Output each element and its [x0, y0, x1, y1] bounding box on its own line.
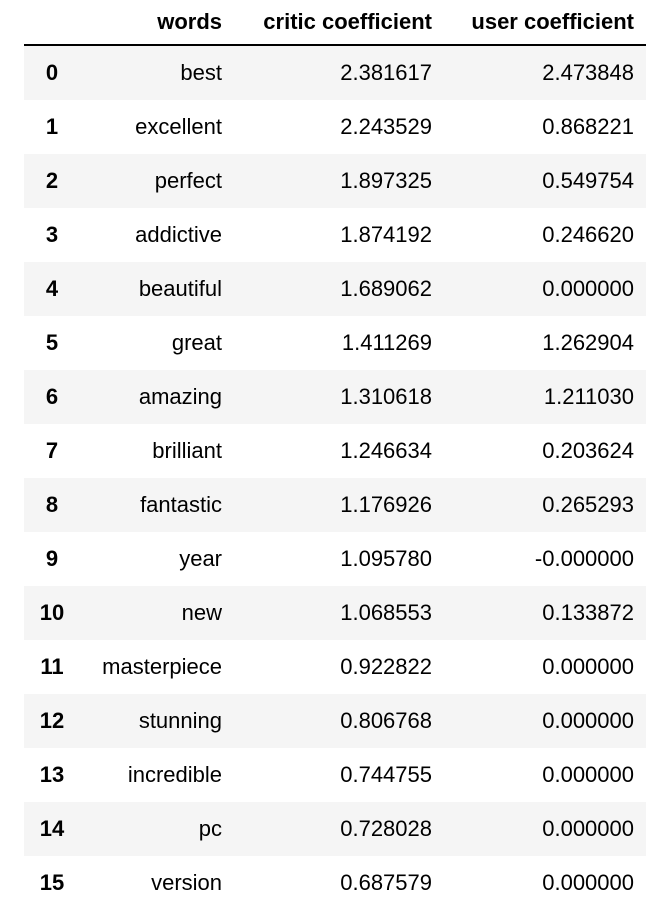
cell-critic-coefficient: 2.243529: [340, 114, 432, 139]
cell-user-coefficient: 0.000000: [542, 654, 634, 679]
table-row: 13 incredible 0.744755 0.000000: [24, 748, 646, 802]
row-index: 5: [45, 330, 59, 355]
cell-critic-coefficient: 1.095780: [340, 546, 432, 571]
table-row: 2 perfect 1.897325 0.549754: [24, 154, 646, 208]
row-index: 1: [45, 114, 59, 139]
header-critic-coefficient: critic coefficient: [234, 0, 444, 46]
cell-user-coefficient: 0.203624: [542, 438, 634, 463]
cell-words: fantastic: [140, 492, 222, 517]
cell-user-coefficient: 0.000000: [542, 870, 634, 895]
cell-words: amazing: [138, 384, 222, 409]
cell-user-coefficient: 0.000000: [542, 276, 634, 301]
header-row: words critic coefficient user coefficien…: [24, 0, 646, 46]
cell-user-coefficient: 1.262904: [542, 330, 634, 355]
table-row: 14 pc 0.728028 0.000000: [24, 802, 646, 856]
row-index: 0: [45, 60, 59, 85]
cell-words: best: [180, 60, 222, 85]
cell-words: pc: [198, 816, 222, 841]
cell-critic-coefficient: 0.744755: [340, 762, 432, 787]
cell-words: incredible: [127, 762, 222, 787]
cell-critic-coefficient: 0.922822: [340, 654, 432, 679]
cell-critic-coefficient: 1.411269: [341, 330, 432, 355]
row-index: 12: [39, 708, 65, 733]
row-index: 11: [40, 654, 64, 679]
row-index: 2: [45, 168, 59, 193]
dataframe-table: words critic coefficient user coefficien…: [24, 0, 646, 910]
row-index: 6: [45, 384, 59, 409]
row-index: 9: [45, 546, 59, 571]
cell-critic-coefficient: 1.068553: [340, 600, 432, 625]
cell-words: excellent: [135, 114, 222, 139]
row-index: 14: [39, 816, 65, 841]
table-row: 10 new 1.068553 0.133872: [24, 586, 646, 640]
cell-words: addictive: [135, 222, 222, 247]
table-row: 1 excellent 2.243529 0.868221: [24, 100, 646, 154]
table-row: 8 fantastic 1.176926 0.265293: [24, 478, 646, 532]
cell-critic-coefficient: 1.897325: [340, 168, 432, 193]
table-row: 0 best 2.381617 2.473848: [24, 45, 646, 100]
cell-words: great: [171, 330, 222, 355]
table-header: words critic coefficient user coefficien…: [24, 0, 646, 46]
table-row: 15 version 0.687579 0.000000: [24, 856, 646, 910]
row-index: 4: [45, 276, 59, 301]
table-row: 11 masterpiece 0.922822 0.000000: [24, 640, 646, 694]
table-row: 4 beautiful 1.689062 0.000000: [24, 262, 646, 316]
table-row: 12 stunning 0.806768 0.000000: [24, 694, 646, 748]
cell-words: brilliant: [152, 438, 222, 463]
cell-words: masterpiece: [102, 654, 222, 679]
cell-user-coefficient: 0.549754: [542, 168, 634, 193]
header-index: [24, 0, 80, 46]
cell-words: version: [151, 870, 222, 895]
cell-words: stunning: [138, 708, 222, 733]
cell-user-coefficient: 2.473848: [542, 60, 634, 85]
cell-user-coefficient: 0.000000: [542, 816, 634, 841]
row-index: 7: [45, 438, 59, 463]
table-row: 6 amazing 1.310618 1.211030: [24, 370, 646, 424]
cell-words: beautiful: [138, 276, 222, 301]
row-index: 10: [39, 600, 65, 625]
header-user-coefficient: user coefficient: [444, 0, 646, 46]
cell-user-coefficient: 0.265293: [542, 492, 634, 517]
row-index: 3: [45, 222, 59, 247]
cell-words: new: [181, 600, 222, 625]
cell-user-coefficient: 0.246620: [542, 222, 634, 247]
cell-user-coefficient: 0.000000: [542, 762, 634, 787]
row-index: 8: [45, 492, 59, 517]
table-row: 5 great 1.411269 1.262904: [24, 316, 646, 370]
header-words: words: [80, 0, 234, 46]
cell-words: perfect: [154, 168, 222, 193]
row-index: 15: [39, 870, 65, 895]
cell-critic-coefficient: 1.310618: [340, 384, 432, 409]
cell-critic-coefficient: 0.806768: [340, 708, 432, 733]
dataframe-table-container: words critic coefficient user coefficien…: [24, 0, 646, 910]
table-body: 0 best 2.381617 2.473848 1 excellent 2.243529 0…: [24, 45, 646, 910]
cell-critic-coefficient: 1.176926: [340, 492, 432, 517]
cell-user-coefficient: 1.211030: [543, 384, 634, 409]
cell-critic-coefficient: 0.728028: [340, 816, 432, 841]
cell-user-coefficient: 0.133872: [542, 600, 634, 625]
cell-user-coefficient: 0.000000: [542, 708, 634, 733]
cell-words: year: [179, 546, 222, 571]
cell-critic-coefficient: 1.246634: [340, 438, 432, 463]
cell-critic-coefficient: 2.381617: [340, 60, 432, 85]
cell-user-coefficient: -0.000000: [534, 546, 634, 571]
cell-critic-coefficient: 1.874192: [340, 222, 432, 247]
table-row: 3 addictive 1.874192 0.246620: [24, 208, 646, 262]
table-row: 7 brilliant 1.246634 0.203624: [24, 424, 646, 478]
table-row: 9 year 1.095780 -0.000000: [24, 532, 646, 586]
cell-critic-coefficient: 1.689062: [340, 276, 432, 301]
cell-user-coefficient: 0.868221: [542, 114, 634, 139]
cell-critic-coefficient: 0.687579: [340, 870, 432, 895]
row-index: 13: [39, 762, 65, 787]
